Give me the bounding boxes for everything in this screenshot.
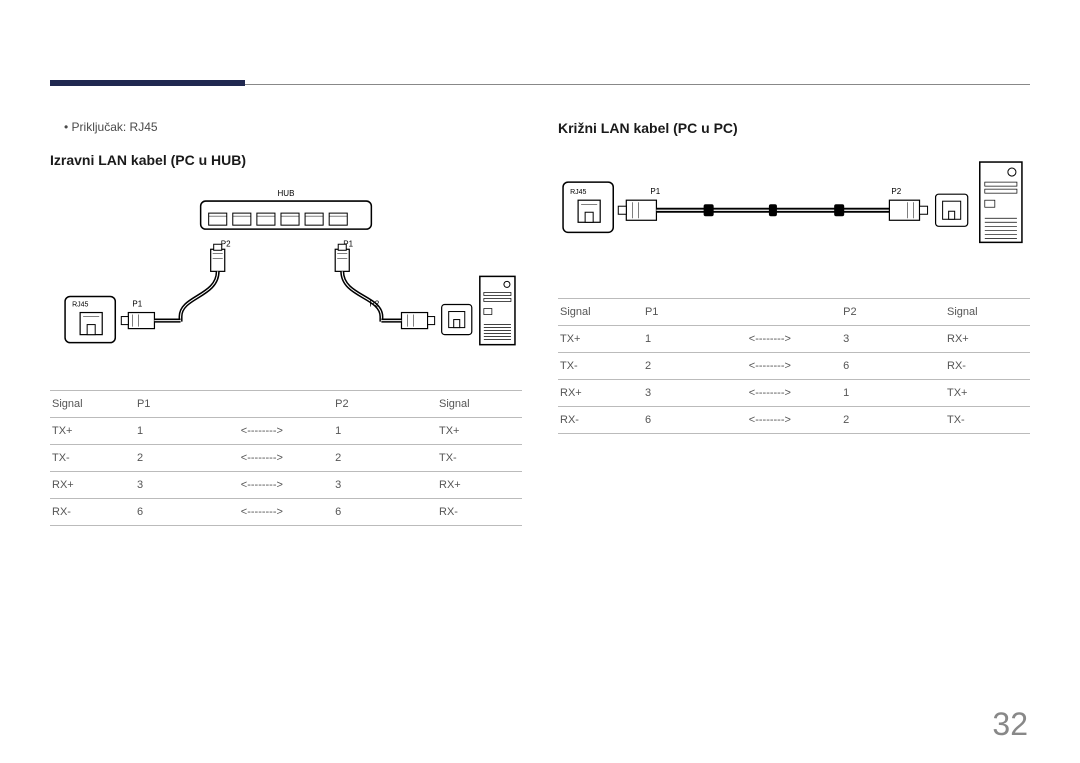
table-cell: TX+: [437, 417, 522, 444]
rj45-jack-left: RJ45: [65, 296, 115, 342]
table-cell: 6: [333, 498, 437, 525]
table-cell: RX+: [558, 379, 643, 406]
right-table-body: TX+1<-------->3RX+TX-2<-------->6RX-RX+3…: [558, 325, 1030, 433]
col-p1: P1: [135, 390, 239, 417]
header-accent-bar: [50, 80, 245, 86]
rj45-jack-right-cross: [936, 194, 968, 226]
table-row: TX-2<-------->2TX-: [50, 444, 522, 471]
table-cell: <-------->: [239, 471, 333, 498]
table-cell: TX+: [945, 379, 1030, 406]
bottom-p2-label: P2: [369, 300, 379, 309]
right-pinout-table: Signal P1 P2 Signal TX+1<-------->3RX+TX…: [558, 298, 1030, 434]
bottom-p1-label: P1: [132, 300, 142, 309]
table-cell: 3: [333, 471, 437, 498]
table-cell: 1: [333, 417, 437, 444]
table-cell: <-------->: [239, 498, 333, 525]
bottom-plug-p2: [401, 313, 434, 329]
table-cell: TX-: [437, 444, 522, 471]
cross-plug-p1: [618, 200, 656, 220]
table-row: RX-6<-------->6RX-: [50, 498, 522, 525]
table-cell: 6: [841, 352, 945, 379]
rj45-jack-left-cross: RJ45: [563, 182, 613, 232]
table-cell: 3: [643, 379, 747, 406]
table-cell: 3: [135, 471, 239, 498]
bottom-plug-p1: [121, 313, 154, 329]
table-cell: RX+: [945, 325, 1030, 352]
col-signal-left: Signal: [558, 298, 643, 325]
col-signal-left: Signal: [50, 390, 135, 417]
table-cell: <-------->: [747, 379, 841, 406]
table-row: TX+1<-------->3RX+: [558, 325, 1030, 352]
cross-p1-label: P1: [650, 187, 660, 196]
pc-tower-right: [980, 162, 1022, 242]
table-row: RX+3<-------->1TX+: [558, 379, 1030, 406]
table-cell: RX-: [945, 352, 1030, 379]
hub-device: [201, 201, 372, 229]
table-row: TX+1<-------->1TX+: [50, 417, 522, 444]
left-pinout-table: Signal P1 P2 Signal TX+1<-------->1TX+TX…: [50, 390, 522, 526]
table-cell: TX+: [558, 325, 643, 352]
cross-plug-p2: [889, 200, 927, 220]
col-signal-right: Signal: [437, 390, 522, 417]
col-signal-right: Signal: [945, 298, 1030, 325]
table-cell: <-------->: [747, 406, 841, 433]
crossover-diagram: RJ45 P1 P2: [558, 154, 1030, 275]
page-number: 32: [992, 706, 1028, 743]
page-content: • Priključak: RJ45 Izravni LAN kabel (PC…: [50, 120, 1030, 526]
hub-plug-right: [335, 244, 349, 271]
table-row: TX-2<-------->6RX-: [558, 352, 1030, 379]
table-cell: 1: [841, 379, 945, 406]
table-cell: 1: [643, 325, 747, 352]
table-header-row: Signal P1 P2 Signal: [558, 298, 1030, 325]
table-row: RX+3<-------->3RX+: [50, 471, 522, 498]
hub-plug-left: [211, 244, 225, 271]
left-table-body: TX+1<-------->1TX+TX-2<-------->2TX-RX+3…: [50, 417, 522, 525]
table-cell: 2: [841, 406, 945, 433]
table-cell: RX+: [437, 471, 522, 498]
table-row: RX-6<-------->2TX-: [558, 406, 1030, 433]
rj45-jack-right: [442, 305, 472, 335]
table-cell: 2: [643, 352, 747, 379]
table-cell: 6: [135, 498, 239, 525]
table-cell: <-------->: [239, 444, 333, 471]
col-p1: P1: [643, 298, 747, 325]
cross-p2-label: P2: [891, 187, 901, 196]
right-section-title: Križni LAN kabel (PC u PC): [558, 120, 1030, 136]
table-cell: 3: [841, 325, 945, 352]
hub-diagram: HUB P2 P1: [50, 186, 522, 367]
table-cell: 2: [333, 444, 437, 471]
table-cell: TX-: [945, 406, 1030, 433]
hub-p2-label: P2: [221, 239, 231, 248]
col-arrow: [239, 390, 333, 417]
left-section-title: Izravni LAN kabel (PC u HUB): [50, 152, 522, 168]
connector-bullet: • Priključak: RJ45: [50, 120, 522, 134]
rj45-label-cross: RJ45: [570, 189, 586, 196]
table-cell: <-------->: [239, 417, 333, 444]
col-p2: P2: [841, 298, 945, 325]
table-cell: RX-: [437, 498, 522, 525]
table-cell: RX-: [558, 406, 643, 433]
table-cell: <-------->: [747, 325, 841, 352]
table-cell: RX+: [50, 471, 135, 498]
col-p2: P2: [333, 390, 437, 417]
right-column: Križni LAN kabel (PC u PC) RJ45 P1: [558, 120, 1030, 526]
table-cell: <-------->: [747, 352, 841, 379]
table-cell: 2: [135, 444, 239, 471]
hub-label: HUB: [278, 189, 295, 198]
table-cell: RX-: [50, 498, 135, 525]
table-cell: TX+: [50, 417, 135, 444]
col-arrow: [747, 298, 841, 325]
table-cell: 1: [135, 417, 239, 444]
table-header-row: Signal P1 P2 Signal: [50, 390, 522, 417]
table-cell: TX-: [558, 352, 643, 379]
table-cell: 6: [643, 406, 747, 433]
rj45-label: RJ45: [72, 302, 88, 309]
table-cell: TX-: [50, 444, 135, 471]
left-column: • Priključak: RJ45 Izravni LAN kabel (PC…: [50, 120, 522, 526]
pc-tower-left: [480, 276, 515, 344]
